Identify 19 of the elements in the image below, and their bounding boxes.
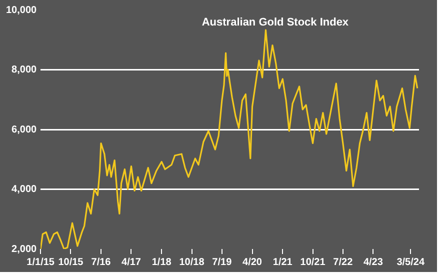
x-tick-label: 3/5/24 xyxy=(396,256,425,268)
x-tick-label: 1/1/15 xyxy=(26,256,55,268)
y-tick-label: 6,000 xyxy=(12,124,38,136)
y-tick-label: 2,000 xyxy=(12,244,38,255)
x-tick-label: 4/23 xyxy=(363,256,384,268)
x-tick-label: 4/20 xyxy=(242,256,262,268)
y-tick-label: 10,000 xyxy=(6,4,38,16)
text: Australian Gold Stock Index xyxy=(202,16,350,29)
x-tick-label: 7/19 xyxy=(212,256,232,268)
x-tick-label: 10/15 xyxy=(58,256,84,268)
x-tick-label: 10/18 xyxy=(179,256,205,268)
x-tick-label: 7/22 xyxy=(333,256,354,268)
x-tick-label: 1/21 xyxy=(272,256,293,268)
x-tick-label: 7/16 xyxy=(91,256,112,268)
x-tick-label: 4/17 xyxy=(122,256,142,268)
x-tick-label: 10/21 xyxy=(300,256,326,268)
y-tick-label: 8,000 xyxy=(12,64,38,76)
y-tick-label: 4,000 xyxy=(12,184,38,195)
x-tick-label: 1/18 xyxy=(152,256,172,268)
